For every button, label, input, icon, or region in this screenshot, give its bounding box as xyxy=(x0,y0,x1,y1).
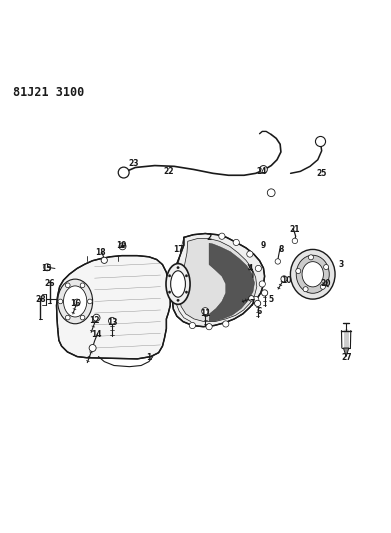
Text: 81J21 3100: 81J21 3100 xyxy=(13,86,84,99)
Circle shape xyxy=(267,189,275,197)
Text: 25: 25 xyxy=(316,169,327,178)
Circle shape xyxy=(202,308,209,314)
Circle shape xyxy=(247,251,253,257)
Ellipse shape xyxy=(302,262,323,287)
Circle shape xyxy=(74,299,80,305)
Text: 23: 23 xyxy=(128,159,139,168)
Ellipse shape xyxy=(58,279,93,324)
Text: 1: 1 xyxy=(146,353,152,362)
Text: 18: 18 xyxy=(95,248,106,257)
Circle shape xyxy=(177,299,179,302)
Text: 26: 26 xyxy=(45,279,55,288)
Polygon shape xyxy=(57,256,170,359)
Text: 15: 15 xyxy=(41,264,51,273)
Circle shape xyxy=(316,136,326,147)
Circle shape xyxy=(185,274,188,277)
Circle shape xyxy=(65,315,70,320)
Text: 27: 27 xyxy=(342,353,352,362)
Circle shape xyxy=(169,274,171,277)
Text: 8: 8 xyxy=(278,245,283,254)
Ellipse shape xyxy=(166,264,190,304)
Polygon shape xyxy=(209,243,255,321)
Circle shape xyxy=(281,276,287,282)
Ellipse shape xyxy=(170,271,185,297)
Text: 4: 4 xyxy=(247,264,253,273)
Circle shape xyxy=(324,264,329,270)
Circle shape xyxy=(118,167,129,178)
Text: 14: 14 xyxy=(91,330,102,339)
Text: 9: 9 xyxy=(261,240,266,249)
Text: 3: 3 xyxy=(339,260,344,269)
Text: 10: 10 xyxy=(282,276,292,285)
Text: 20: 20 xyxy=(320,279,331,288)
Circle shape xyxy=(262,290,268,296)
Text: 16: 16 xyxy=(70,299,81,308)
Circle shape xyxy=(177,266,179,269)
Ellipse shape xyxy=(296,255,329,293)
Circle shape xyxy=(189,322,196,329)
Circle shape xyxy=(292,238,298,244)
Polygon shape xyxy=(172,233,265,327)
Circle shape xyxy=(109,317,115,325)
Text: 7: 7 xyxy=(249,299,255,308)
Circle shape xyxy=(58,299,63,304)
Ellipse shape xyxy=(63,286,87,317)
Circle shape xyxy=(259,281,265,287)
Circle shape xyxy=(121,245,124,248)
Circle shape xyxy=(303,287,308,292)
Text: 22: 22 xyxy=(163,167,174,176)
Circle shape xyxy=(65,283,70,288)
Polygon shape xyxy=(179,239,257,321)
Circle shape xyxy=(185,291,188,293)
Text: 6: 6 xyxy=(257,306,262,316)
Polygon shape xyxy=(343,348,349,357)
Circle shape xyxy=(260,166,267,173)
Text: 24: 24 xyxy=(256,167,267,176)
Circle shape xyxy=(219,233,225,239)
Circle shape xyxy=(80,315,85,320)
Circle shape xyxy=(320,284,325,289)
Text: 19: 19 xyxy=(117,240,127,249)
Circle shape xyxy=(253,296,259,303)
Ellipse shape xyxy=(291,249,335,299)
Circle shape xyxy=(308,255,314,260)
Circle shape xyxy=(206,324,212,330)
Circle shape xyxy=(255,265,262,271)
Text: 11: 11 xyxy=(200,309,210,318)
Circle shape xyxy=(169,291,171,293)
Circle shape xyxy=(44,264,51,271)
Circle shape xyxy=(233,239,239,246)
Circle shape xyxy=(255,300,261,306)
Circle shape xyxy=(80,283,85,288)
Circle shape xyxy=(93,314,100,321)
Text: 5: 5 xyxy=(269,295,274,304)
Circle shape xyxy=(119,243,126,250)
Circle shape xyxy=(296,269,301,273)
Circle shape xyxy=(101,257,108,263)
Text: 12: 12 xyxy=(89,317,100,325)
Circle shape xyxy=(88,299,92,304)
Circle shape xyxy=(275,259,280,264)
Circle shape xyxy=(223,321,229,327)
Text: 13: 13 xyxy=(107,318,117,327)
Text: 2: 2 xyxy=(206,233,212,242)
Text: 28: 28 xyxy=(35,295,45,304)
Text: 17: 17 xyxy=(173,245,183,254)
Text: 21: 21 xyxy=(289,225,300,234)
Circle shape xyxy=(89,344,96,352)
Circle shape xyxy=(249,296,254,301)
